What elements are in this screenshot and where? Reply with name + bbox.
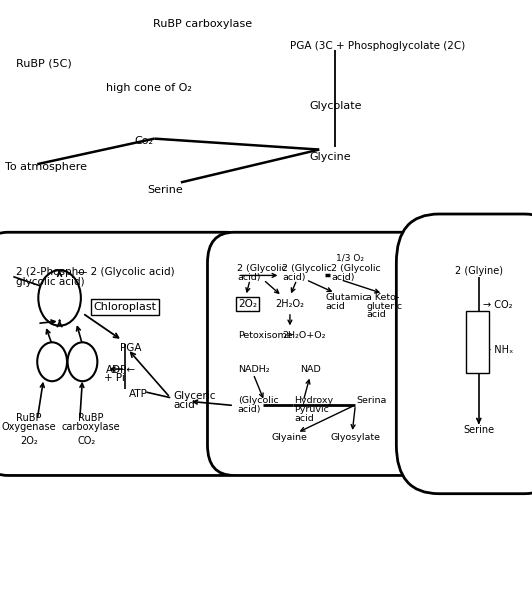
Text: acid): acid)	[238, 406, 261, 414]
Text: CO₂: CO₂	[77, 436, 95, 446]
Text: acid: acid	[366, 311, 386, 319]
Text: acid: acid	[326, 302, 345, 311]
Text: Glycine: Glycine	[309, 152, 351, 162]
Text: acid: acid	[173, 400, 195, 410]
Text: NAD: NAD	[300, 365, 321, 374]
Text: Co₂: Co₂	[134, 136, 153, 146]
Text: PGA (3C + Phosphoglycolate (2C): PGA (3C + Phosphoglycolate (2C)	[290, 41, 466, 50]
Text: ADP←: ADP←	[106, 365, 136, 375]
Text: 2 (Glycolic: 2 (Glycolic	[237, 264, 287, 273]
Text: Hydroxy: Hydroxy	[294, 396, 334, 405]
Text: RuBP carboxylase: RuBP carboxylase	[153, 19, 252, 29]
Text: → NHₓ: → NHₓ	[483, 345, 513, 354]
FancyBboxPatch shape	[396, 214, 532, 494]
Text: RuBP (5C): RuBP (5C)	[16, 59, 72, 69]
FancyBboxPatch shape	[207, 232, 458, 475]
Text: ATP: ATP	[129, 389, 148, 399]
Text: Pyruvic: Pyruvic	[294, 406, 329, 414]
Text: Glycolate: Glycolate	[309, 102, 361, 111]
Text: Serina: Serina	[356, 396, 387, 405]
Text: acid: acid	[294, 415, 314, 423]
Text: → CO₂: → CO₂	[483, 300, 512, 310]
Text: glycolic acid): glycolic acid)	[16, 277, 85, 286]
Text: 2 (Glycolic: 2 (Glycolic	[331, 264, 381, 273]
Text: Chloroplast: Chloroplast	[94, 302, 156, 312]
Text: 2 (2-Phospho: 2 (2-Phospho	[16, 267, 85, 277]
Text: 2O₂: 2O₂	[238, 299, 257, 309]
Text: acid): acid)	[282, 274, 305, 282]
Text: 2 (Glycolic: 2 (Glycolic	[282, 264, 332, 273]
FancyBboxPatch shape	[0, 232, 253, 475]
Text: Petoxisome: Petoxisome	[238, 331, 293, 340]
Text: gluteric: gluteric	[366, 302, 402, 311]
Text: high cone of O₂: high cone of O₂	[106, 83, 192, 93]
Text: RuBP: RuBP	[78, 413, 103, 423]
Text: To atmosphere: To atmosphere	[5, 162, 87, 171]
Text: acid): acid)	[237, 274, 261, 282]
Text: Glyosylate: Glyosylate	[331, 434, 381, 442]
Text: 2H₂O+O₂: 2H₂O+O₂	[282, 331, 326, 340]
Text: Oxygenase: Oxygenase	[2, 423, 56, 432]
Text: Mitochondria: Mitochondria	[473, 315, 481, 370]
Text: Glutamic: Glutamic	[326, 294, 368, 302]
Text: 2 (Glyine): 2 (Glyine)	[455, 266, 503, 275]
Text: a Keto-: a Keto-	[366, 294, 400, 302]
Text: NADH₂: NADH₂	[238, 365, 269, 374]
Text: Serine: Serine	[147, 185, 183, 195]
Text: Glyceric: Glyceric	[173, 391, 215, 401]
Text: acid): acid)	[331, 274, 354, 282]
Text: — 2 (Glycolic acid): — 2 (Glycolic acid)	[77, 267, 175, 277]
Text: carboxylase: carboxylase	[61, 423, 120, 432]
Text: Glyaine: Glyaine	[271, 434, 307, 442]
Text: 2O₂: 2O₂	[20, 436, 38, 446]
Text: (Glycolic: (Glycolic	[238, 396, 279, 405]
FancyBboxPatch shape	[466, 311, 489, 373]
Text: PGA: PGA	[120, 344, 141, 353]
Text: RuBP: RuBP	[16, 413, 41, 423]
Text: + Pi: + Pi	[104, 373, 125, 383]
Text: 2H₂O₂: 2H₂O₂	[276, 299, 304, 309]
Text: Serine: Serine	[463, 426, 494, 435]
Text: 1/3 O₂: 1/3 O₂	[336, 254, 364, 263]
